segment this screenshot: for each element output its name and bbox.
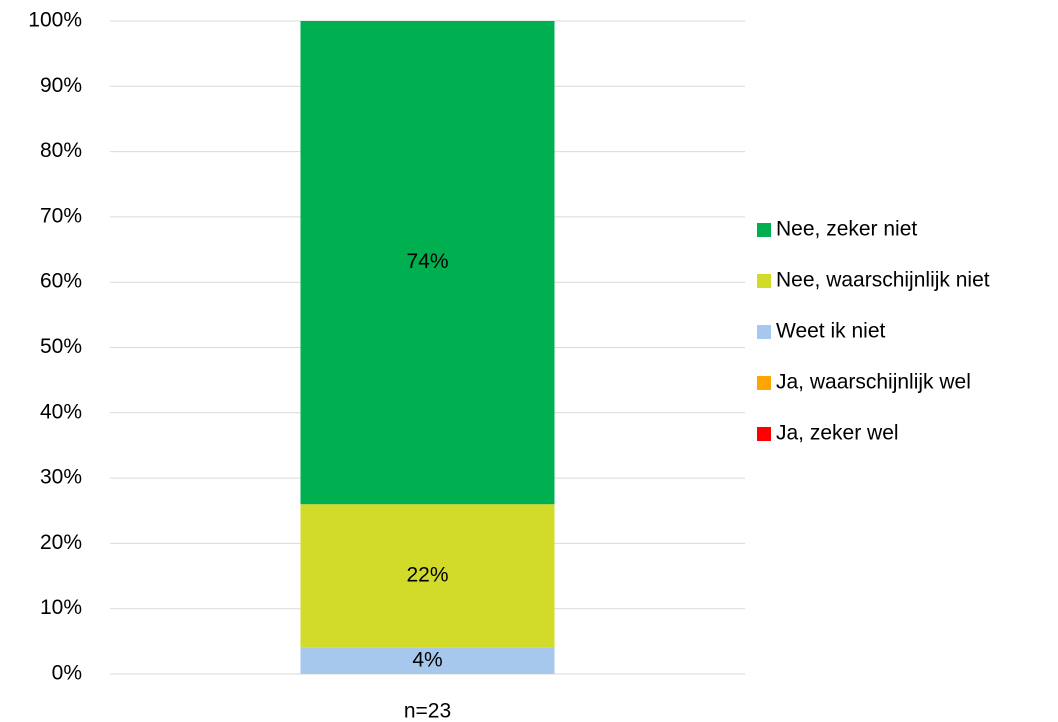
y-tick-label: 100% (28, 9, 82, 32)
x-tick-label: n=23 (404, 700, 451, 722)
y-tick-label: 80% (40, 139, 82, 162)
legend-label: Ja, waarschijnlijk wel (776, 371, 971, 394)
data-label: 74% (406, 250, 448, 273)
bar-segment (300, 647, 555, 674)
data-label: 4% (412, 648, 442, 671)
legend-swatch (757, 427, 771, 441)
legend-label: Ja, zeker wel (776, 422, 899, 445)
legend-swatch (757, 274, 771, 288)
legend-swatch (757, 223, 771, 237)
y-tick-label: 20% (40, 531, 82, 554)
legend-swatch (757, 376, 771, 390)
bar-segment (300, 504, 555, 648)
y-tick-label: 50% (40, 335, 82, 358)
legend-swatch (757, 325, 771, 339)
y-tick-label: 30% (40, 466, 82, 489)
y-tick-label: 0% (52, 662, 82, 685)
y-tick-label: 10% (40, 596, 82, 619)
legend-label: Nee, zeker niet (776, 218, 917, 241)
legend-label: Nee, waarschijnlijk niet (776, 269, 990, 292)
y-tick-label: 60% (40, 270, 82, 293)
y-tick-label: 70% (40, 204, 82, 227)
y-tick-label: 40% (40, 400, 82, 423)
data-label: 22% (406, 564, 448, 587)
y-tick-label: 90% (40, 74, 82, 97)
legend-label: Weet ik niet (776, 320, 885, 343)
bar-segment (300, 21, 555, 505)
